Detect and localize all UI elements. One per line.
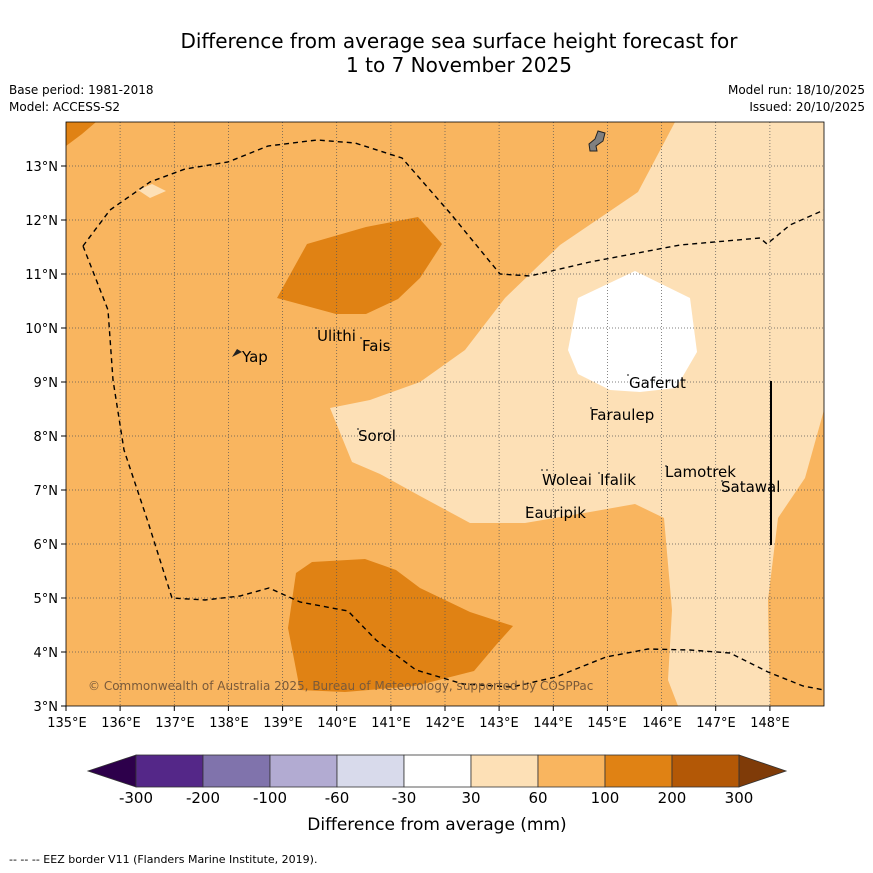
graticule [66,122,824,706]
lon-tick-label: 144°E [533,716,573,731]
colorbar-extend-low [86,754,137,788]
place-label-ulithi: Ulithi [317,327,356,345]
colorbar-bin [269,754,338,788]
lat-tick-label: 8°N [34,430,59,445]
copyright-watermark: © Commonwealth of Australia 2025, Bureau… [88,679,593,693]
lon-tick-label: 147°E [696,716,736,731]
place-label-ifalik: Ifalik [600,471,636,489]
chart-title-line-1: Difference from average sea surface heig… [180,29,738,53]
colorbar-bin [336,754,405,788]
colorbar-tick-label: -100 [253,789,287,807]
region-30-60-east-edge [812,186,824,265]
colorbar-tick-label: 30 [461,789,480,807]
model-run-date: Model run: 18/10/2025 [727,83,865,97]
colorbar-tick-label: -60 [325,789,350,807]
place-label-fais: Fais [362,337,391,355]
region-100-200-south [288,559,513,692]
region-neutral-center [568,271,697,392]
region-30-60-east [330,122,824,706]
colorbar-tick-label: 100 [591,789,620,807]
colorbar-extend-high [738,754,788,788]
lon-tick-label: 138°E [209,716,249,731]
colorbar-tick-label: -200 [186,789,220,807]
longitude-axis [65,706,771,711]
place-label-woleai: Woleai [542,471,592,489]
map-plot-area: Yap Ulithi Fais Sorol Gaferut Faraulep W… [66,122,824,706]
lat-tick-label: 6°N [34,538,59,553]
colorbar-tick-label: 60 [528,789,547,807]
place-label-sorol: Sorol [358,427,396,445]
lat-tick-label: 10°N [25,322,58,337]
place-label-faraulep: Faraulep [590,406,654,424]
colorbar-bin [202,754,271,788]
colorbar-bin [537,754,606,788]
lon-tick-label: 148°E [750,716,790,731]
model-name: Model: ACCESS-S2 [9,100,121,114]
colorbar-bin [135,754,204,788]
region-100-200-northwest-corner [66,122,96,146]
colorbar-label: Difference from average (mm) [307,815,566,835]
place-label-gaferut: Gaferut [629,374,686,392]
lat-tick-label: 5°N [34,592,59,607]
lat-tick-label: 12°N [25,214,58,229]
atoll-dots [315,327,723,508]
place-label-lamotrek: Lamotrek [665,463,736,481]
lon-tick-label: 136°E [101,716,141,731]
lon-tick-label: 141°E [371,716,411,731]
region-100-200-north [277,217,442,314]
eez-footnote: -- -- -- EEZ border V11 (Flanders Marine… [9,853,318,866]
yap-island [232,349,242,357]
colorbar-tick-label: -300 [119,789,153,807]
lon-tick-label: 139°E [263,716,303,731]
colorbar-tick-label: 300 [725,789,754,807]
lon-tick-label: 140°E [317,716,357,731]
colorbar-tick-label: -30 [392,789,417,807]
place-label-eauripik: Eauripik [525,504,586,522]
place-label-yap: Yap [241,348,268,366]
latitude-axis [61,165,66,707]
place-labels: Yap Ulithi Fais Sorol Gaferut Faraulep W… [241,327,780,522]
chart-title-line-2: 1 to 7 November 2025 [346,53,572,77]
lon-tick-label: 142°E [425,716,465,731]
colorbar-bin [403,754,472,788]
lat-tick-label: 4°N [34,646,59,661]
colorbar-tick-label: 200 [658,789,687,807]
colorbar-bin [671,754,740,788]
lon-tick-label: 137°E [155,716,195,731]
colorbar [86,754,788,788]
lat-tick-label: 13°N [25,160,58,175]
guam-island [588,130,606,152]
lon-tick-label: 146°E [642,716,682,731]
lat-tick-label: 3°N [34,700,59,715]
place-label-satawal: Satawal [721,478,780,496]
lat-tick-label: 9°N [34,376,59,391]
lon-tick-label: 145°E [587,716,627,731]
lat-tick-label: 7°N [34,484,59,499]
lon-tick-label: 143°E [479,716,519,731]
lon-tick-label: 135°E [47,716,87,731]
colorbar-bin [604,754,673,788]
region-30-60-northwest-patch [138,184,166,198]
issued-date: Issued: 20/10/2025 [749,100,865,114]
lat-tick-label: 11°N [25,268,58,283]
colorbar-bin [470,754,539,788]
eez-border [82,139,824,691]
base-period: Base period: 1981-2018 [9,83,154,97]
